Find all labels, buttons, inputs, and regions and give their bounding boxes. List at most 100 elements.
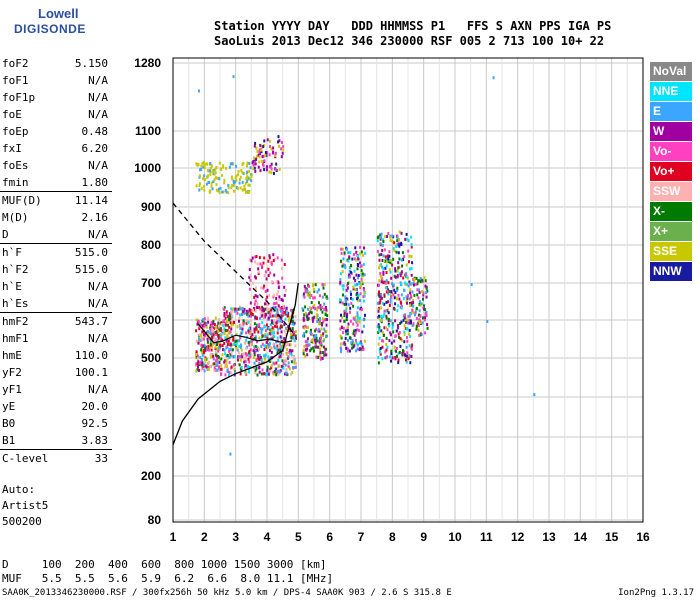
echo-point — [205, 325, 208, 329]
echo-point — [425, 314, 428, 318]
echo-point — [278, 139, 281, 143]
echo-point — [412, 277, 415, 281]
echo-point — [405, 295, 408, 299]
echo-point — [221, 338, 224, 342]
echo-point — [326, 297, 329, 300]
echo-point — [261, 342, 264, 346]
echo-point — [207, 174, 210, 178]
echo-point — [403, 330, 406, 334]
legend-item: X- — [650, 202, 692, 221]
echo-point — [381, 339, 384, 343]
echo-point — [258, 336, 261, 340]
echo-point — [356, 343, 359, 347]
echo-point — [381, 259, 384, 262]
echo-point — [241, 327, 244, 331]
echo-point — [214, 362, 217, 366]
echo-point — [417, 279, 420, 283]
echo-point — [281, 320, 284, 323]
echo-point — [390, 290, 393, 294]
echo-point — [198, 89, 201, 93]
echo-point — [261, 309, 264, 313]
echo-point — [378, 294, 381, 298]
echo-point — [253, 345, 256, 349]
echo-point — [348, 349, 351, 353]
echo-point — [230, 323, 233, 327]
echo-point — [213, 366, 216, 370]
echo-point — [249, 326, 252, 330]
echo-point — [406, 282, 408, 286]
echo-point — [259, 262, 262, 266]
x-tick-label: 4 — [264, 530, 271, 544]
echo-point — [216, 354, 218, 358]
echo-point — [241, 323, 244, 327]
echo-point — [263, 274, 266, 277]
echo-point — [230, 307, 233, 311]
echo-point — [407, 294, 409, 298]
echo-point — [205, 365, 208, 369]
echo-point — [313, 307, 316, 310]
echo-point — [353, 257, 356, 261]
echo-point — [354, 315, 357, 319]
echo-point — [356, 254, 359, 258]
echo-point — [359, 292, 362, 296]
echo-point — [238, 319, 240, 323]
echo-point — [363, 273, 366, 277]
echo-point — [379, 271, 382, 275]
echo-point — [249, 353, 252, 357]
echo-point — [274, 151, 277, 155]
echo-point — [381, 345, 384, 349]
echo-point — [226, 368, 229, 372]
autoscaled-trace-line — [197, 323, 293, 344]
echo-point — [261, 314, 264, 317]
echo-point — [279, 324, 282, 328]
echo-point — [359, 252, 362, 256]
echo-point — [264, 270, 267, 274]
echo-point — [406, 351, 409, 355]
echo-point — [415, 316, 418, 320]
echo-point — [253, 347, 256, 350]
echo-point — [249, 348, 252, 352]
echo-point — [381, 357, 384, 361]
echo-point — [276, 317, 279, 321]
echo-point — [200, 363, 203, 367]
param-value: N/A — [88, 332, 108, 345]
echo-point — [304, 288, 307, 292]
echo-point — [386, 254, 389, 258]
echo-point — [380, 296, 383, 300]
echo-point — [243, 360, 246, 364]
echo-point — [303, 331, 306, 335]
echo-point — [282, 313, 285, 317]
echo-point — [273, 319, 276, 322]
echo-point — [239, 336, 242, 340]
echo-point — [387, 232, 390, 235]
echo-point — [256, 302, 259, 306]
param-label: B0 — [2, 417, 16, 430]
echo-point — [391, 326, 394, 330]
echo-point — [239, 186, 242, 190]
echo-point — [423, 318, 426, 322]
echo-point — [415, 324, 418, 328]
echo-point — [231, 183, 234, 187]
echo-point — [217, 189, 220, 193]
echo-point — [277, 135, 280, 139]
echo-point — [312, 284, 314, 288]
echo-point — [378, 266, 380, 270]
echo-point — [319, 347, 322, 351]
echo-point — [381, 301, 384, 305]
echo-point — [424, 331, 427, 335]
echo-point — [316, 320, 319, 323]
echo-point — [204, 358, 207, 362]
echo-point — [200, 348, 203, 352]
echo-point — [310, 294, 313, 297]
echo-point — [202, 344, 205, 348]
echo-point — [391, 234, 394, 238]
note-line: 500200 — [2, 515, 42, 528]
echo-point — [251, 333, 254, 337]
echo-point — [352, 285, 355, 289]
echo-point — [280, 347, 283, 351]
echo-point — [254, 306, 257, 310]
echo-point — [195, 353, 198, 356]
echo-point — [205, 347, 208, 351]
param-value: 3.83 — [81, 434, 109, 447]
echo-point — [211, 329, 214, 333]
